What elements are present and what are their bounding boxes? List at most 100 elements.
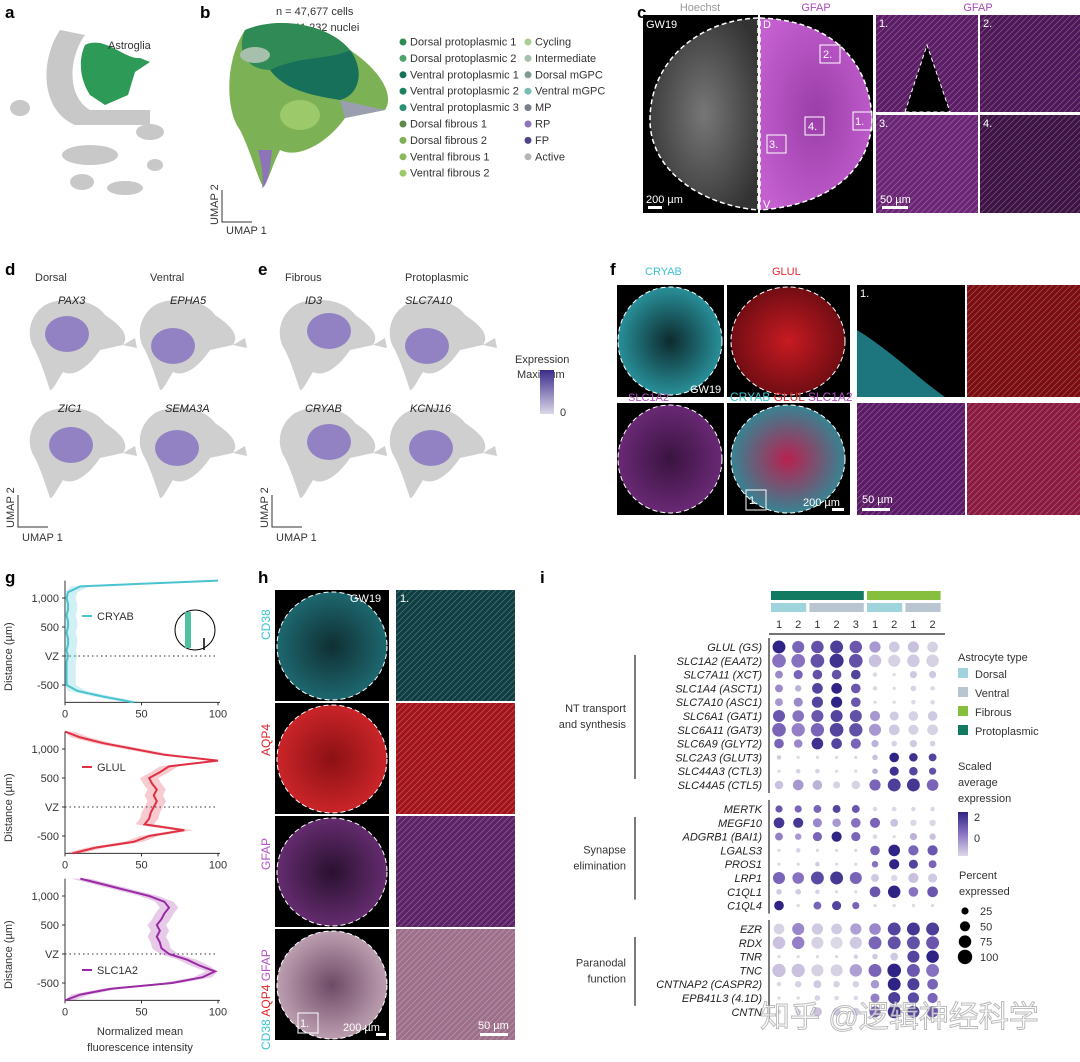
- dot: [776, 889, 782, 895]
- dot: [889, 859, 900, 870]
- zoom-label-h: 1.: [400, 593, 409, 605]
- legend-dot: [524, 136, 532, 144]
- gene-pax3: PAX3: [58, 295, 86, 307]
- dot: [831, 831, 842, 842]
- dot: [926, 779, 939, 791]
- expression-colorbar: [958, 812, 968, 856]
- dot: [833, 980, 840, 988]
- dot: [792, 922, 805, 936]
- expression-region: [151, 328, 195, 364]
- ventral-label: V: [763, 199, 771, 211]
- dot: [853, 954, 859, 959]
- gene-label: SLC7A11 (XCT): [683, 670, 762, 682]
- dot: [892, 834, 896, 839]
- dot: [908, 711, 919, 721]
- gene-label: SLC6A1 (GAT1): [683, 711, 763, 723]
- dot: [853, 995, 859, 1001]
- subgroup-bar: [771, 603, 807, 612]
- dot: [887, 922, 901, 936]
- dot: [772, 871, 786, 885]
- dot: [850, 683, 861, 694]
- dot: [848, 653, 863, 668]
- dot: [834, 848, 839, 853]
- dot: [834, 954, 839, 959]
- roi-h: 1.: [300, 1018, 309, 1030]
- dot: [929, 767, 937, 775]
- dot: [926, 950, 939, 963]
- gene-label: TNR: [739, 952, 762, 964]
- dot: [926, 963, 940, 977]
- dot: [852, 902, 860, 910]
- dot: [791, 936, 805, 950]
- dot: [869, 641, 881, 653]
- dot: [908, 845, 919, 856]
- gene-id3: ID3: [305, 295, 323, 307]
- expression-region: [45, 316, 89, 352]
- legend-size-dot: [961, 907, 969, 915]
- dot: [793, 670, 803, 680]
- dot: [854, 848, 858, 853]
- spinal-cord-inset: [174, 609, 216, 651]
- label-aqp4: AQP4: [259, 724, 273, 756]
- dot: [869, 923, 881, 935]
- dot: [776, 755, 782, 760]
- astroglia-cluster: [80, 42, 150, 105]
- dot: [811, 696, 823, 708]
- gene-label: GLUL (GS): [707, 642, 762, 654]
- legend-dot: [399, 71, 407, 79]
- y-tick-label: 500: [41, 622, 59, 634]
- dot: [832, 1007, 841, 1016]
- gene-label: SLC7A10 (ASC1): [676, 697, 763, 709]
- legend-label: Ventral protoplasmic 3: [410, 102, 519, 114]
- panel-f-images: [617, 285, 1080, 515]
- dot: [796, 996, 800, 1000]
- column-label: 2: [795, 619, 801, 631]
- dot: [873, 700, 877, 704]
- expression-region: [155, 430, 199, 466]
- dot: [777, 848, 781, 853]
- dot: [911, 699, 916, 705]
- dot: [772, 653, 786, 668]
- dot: [794, 805, 802, 813]
- legend-type-label: Fibrous: [975, 707, 1012, 719]
- dot: [791, 723, 805, 737]
- dot: [926, 936, 940, 950]
- dot: [889, 752, 900, 763]
- dot: [811, 737, 824, 750]
- gene-label: C1QL1: [727, 887, 762, 899]
- dot: [834, 769, 839, 773]
- feature-umap: [29, 407, 137, 498]
- legend-type-swatch: [958, 706, 968, 716]
- legend-dot: [399, 104, 407, 112]
- expression-region: [405, 328, 449, 364]
- dot: [829, 722, 844, 737]
- dot: [887, 936, 901, 950]
- g-xlabel-line2: fluorescence intensity: [87, 1042, 193, 1054]
- gene-label: SLC44A3 (CTL3): [678, 766, 763, 778]
- roi-3: 3.: [769, 139, 778, 151]
- dot: [850, 923, 862, 935]
- dot: [775, 805, 783, 813]
- dot: [850, 817, 861, 828]
- dot: [929, 833, 936, 840]
- legend-exp-title: average: [958, 777, 998, 789]
- dot: [911, 903, 916, 908]
- dot: [854, 755, 858, 760]
- panel-label-b: b: [200, 3, 210, 22]
- dot: [887, 963, 902, 978]
- gene-label: SLC1A4 (ASCT1): [675, 683, 762, 695]
- legend-size-label: 50: [980, 921, 992, 933]
- dot: [812, 780, 823, 790]
- dot: [928, 860, 937, 869]
- dot: [926, 922, 940, 936]
- dot: [777, 769, 781, 773]
- dot: [854, 769, 858, 773]
- column-label: 1: [814, 619, 820, 631]
- umap-branch: [483, 446, 497, 456]
- dot: [813, 901, 822, 910]
- dot: [872, 686, 878, 691]
- scale-bar-50-h: 50 µm: [478, 1020, 509, 1032]
- dot: [815, 954, 820, 959]
- dot: [849, 640, 863, 654]
- dot: [851, 1007, 860, 1016]
